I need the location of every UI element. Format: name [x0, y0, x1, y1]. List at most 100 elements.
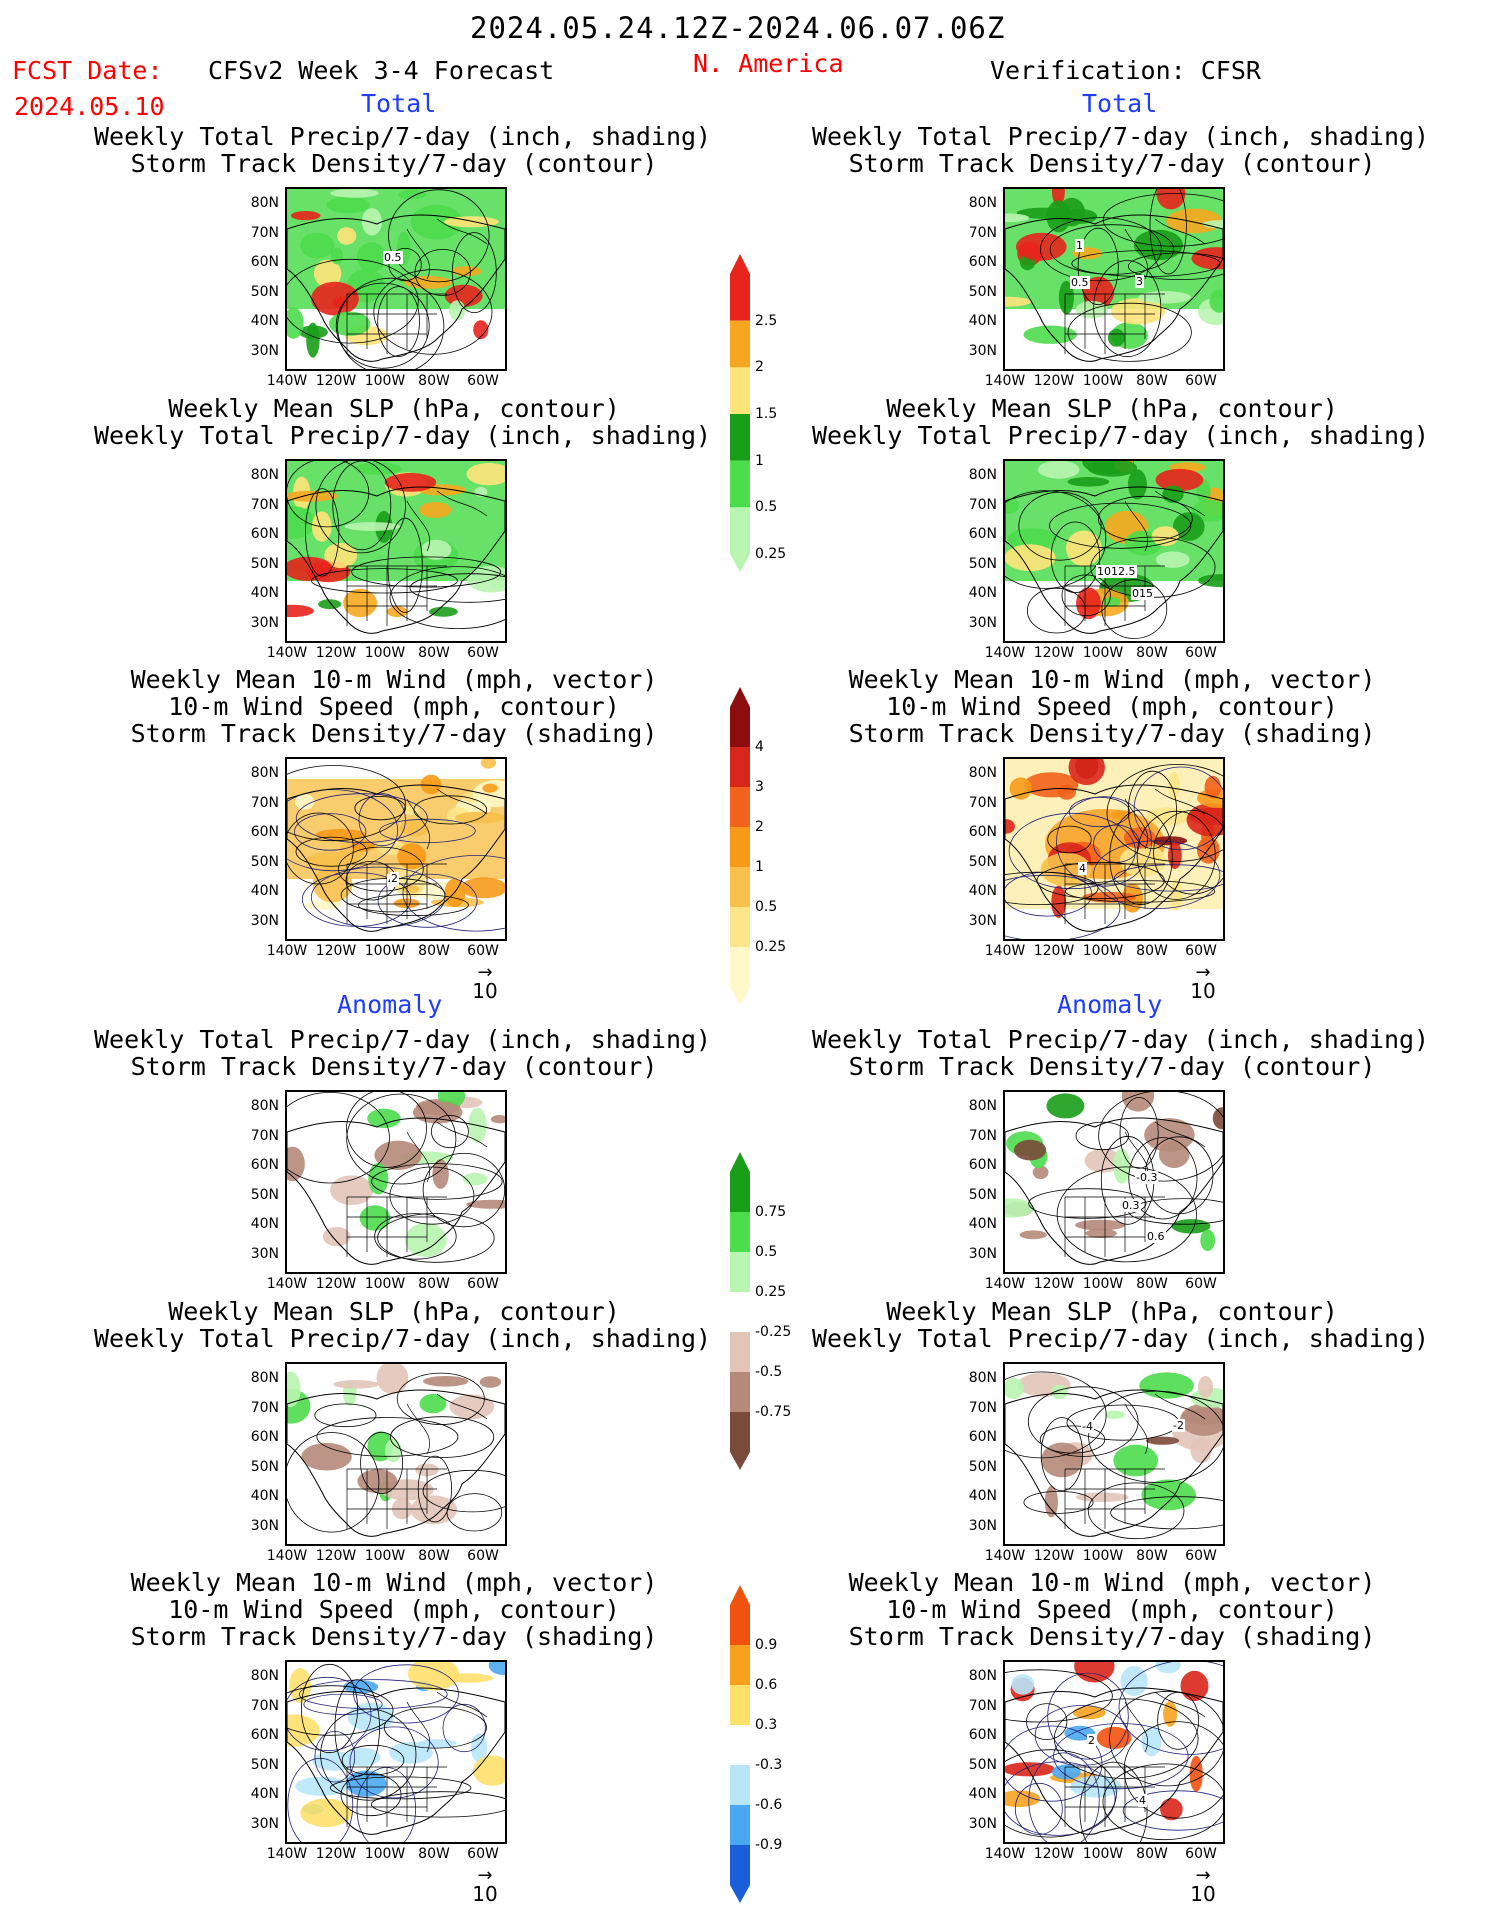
lon-tick-label: 120W	[315, 373, 357, 389]
colorbar-label: 3	[755, 779, 764, 795]
lon-tick-label: 140W	[984, 373, 1026, 389]
colorbar-swatch	[730, 1412, 750, 1452]
lon-tick-label: 120W	[1033, 373, 1075, 389]
fc-anom-slp-title: Weekly Mean SLP (hPa, contour) Weekly Tot…	[94, 1298, 711, 1352]
fc-anom-precip-title-line: Storm Track Density/7-day (contour)	[130, 1052, 658, 1081]
colorbar-swatch	[730, 827, 750, 867]
lon-tick-label: 120W	[1033, 645, 1075, 661]
lat-tick-label: 60N	[968, 254, 997, 270]
lat-tick-label: 60N	[250, 254, 279, 270]
lat-tick-label: 50N	[250, 555, 279, 572]
lon-tick-label: 120W	[315, 1276, 357, 1292]
lon-tick-label: 100W	[364, 1846, 406, 1862]
lon-tick-label: 80W	[1136, 943, 1168, 959]
lon-tick-label: 80W	[418, 645, 450, 661]
colorbar-swatch	[730, 1725, 750, 1765]
lat-tick-label: 80N	[250, 1098, 279, 1114]
contour-label: 3	[1135, 275, 1144, 288]
lon-tick-label: 100W	[364, 373, 406, 389]
vector-reference-value: 10	[472, 1882, 498, 1906]
lat-tick-label: 30N	[250, 912, 279, 929]
fcst-date-label: FCST Date:	[12, 56, 163, 85]
fc-anom-precip-title-line: Weekly Total Precip/7-day (inch, shading…	[94, 1025, 712, 1054]
lat-tick-label: 60N	[968, 1157, 997, 1173]
vector-reference-value: 10	[1190, 1882, 1216, 1906]
contour-label: 015	[1131, 587, 1154, 600]
colorbar-storm_anom	[730, 1585, 750, 1903]
lon-tick-label: 120W	[1033, 1846, 1075, 1862]
lon-tick-label: 140W	[984, 645, 1026, 661]
colorbar-label: 0.25	[755, 939, 787, 955]
lat-tick-label: 30N	[250, 1245, 279, 1262]
colorbar-label: -0.6	[755, 1797, 783, 1813]
fc-total-slp-title-line: Weekly Mean SLP (hPa, contour)	[168, 394, 620, 423]
lat-tick-label: 40N	[968, 1216, 997, 1232]
fc-total-wind-title: Weekly Mean 10-m Wind (mph, vector) 10-m …	[94, 666, 694, 747]
contour-label: -0.3	[1135, 1171, 1159, 1184]
colorbar-label: 1.5	[755, 406, 778, 422]
contour-label: 4	[1078, 862, 1087, 875]
lat-tick-label: 60N	[250, 526, 279, 542]
lat-tick-label: 50N	[968, 1458, 997, 1475]
lat-tick-label: 70N	[968, 794, 997, 811]
model-title: CFSv2 Week 3-4 Forecast	[208, 56, 555, 85]
lon-tick-label: 100W	[364, 645, 406, 661]
lon-tick-label: 100W	[1082, 1846, 1124, 1862]
lat-tick-label: 50N	[968, 1186, 997, 1203]
lat-tick-label: 60N	[968, 1727, 997, 1743]
obs-total-precip-title: Weekly Total Precip/7-day (inch, shading…	[812, 123, 1429, 177]
lat-tick-label: 60N	[250, 824, 279, 840]
obs-anom-slp-title-line: Weekly Total Precip/7-day (inch, shading…	[812, 1324, 1430, 1353]
section-anomaly-left: Anomaly	[337, 990, 443, 1019]
obs-total-slp-title: Weekly Mean SLP (hPa, contour) Weekly Tot…	[812, 395, 1430, 450]
colorbar-label: 1	[755, 859, 764, 875]
fc-anom-wind-title: Weekly Mean 10-m Wind (mph, vector) 10-m …	[94, 1569, 694, 1650]
lat-tick-label: 60N	[250, 1157, 279, 1173]
colorbar-label: 0.9	[755, 1637, 778, 1653]
colorbar-label: 0.25	[755, 1284, 787, 1300]
lon-tick-label: 120W	[315, 1846, 357, 1862]
obs-anom-wind-title-line: 10-m Wind Speed (mph, contour)	[886, 1595, 1338, 1624]
lon-tick-label: 140W	[984, 1276, 1026, 1292]
fc-anom-wind-map	[285, 1660, 507, 1844]
lat-tick-label: 70N	[250, 1399, 279, 1416]
colorbar-precip_anom	[730, 1152, 750, 1470]
lat-tick-label: 40N	[250, 1488, 279, 1504]
fc-total-precip-title-line: Weekly Total Precip/7-day (inch, shading…	[94, 122, 712, 151]
lon-tick-label: 60W	[467, 645, 499, 661]
colorbar-label: -0.25	[755, 1324, 792, 1340]
lon-tick-label: 140W	[266, 1846, 308, 1862]
lon-tick-label: 60W	[467, 1548, 499, 1564]
colorbar-swatch	[730, 274, 750, 321]
fc-anom-wind-title-line: Storm Track Density/7-day (shading)	[130, 1622, 658, 1651]
obs-total-wind-title-line: 10-m Wind Speed (mph, contour)	[886, 692, 1338, 721]
lat-tick-label: 80N	[250, 1370, 279, 1386]
lat-tick-label: 50N	[968, 555, 997, 572]
lat-tick-label: 70N	[250, 1127, 279, 1144]
lon-tick-label: 100W	[1082, 1548, 1124, 1564]
arrow-icon: →	[477, 1865, 493, 1886]
lat-tick-label: 30N	[968, 912, 997, 929]
contour-label: -4	[1081, 1420, 1094, 1433]
lat-tick-label: 80N	[968, 1098, 997, 1114]
colorbar-label: 1	[755, 452, 764, 469]
colorbar-swatch	[730, 1252, 750, 1292]
fc-anom-slp-map	[285, 1362, 507, 1546]
lat-tick-label: 80N	[250, 765, 279, 781]
obs-total-slp-title-line: Weekly Total Precip/7-day (inch, shading…	[812, 421, 1430, 450]
lon-tick-label: 120W	[315, 645, 357, 661]
obs-anom-wind-title: Weekly Mean 10-m Wind (mph, vector) 10-m …	[812, 1569, 1412, 1650]
arrow-icon: →	[1195, 1865, 1211, 1886]
colorbar-label: -0.75	[755, 1404, 792, 1420]
lat-tick-label: 80N	[250, 467, 279, 483]
lat-tick-label: 50N	[250, 1458, 279, 1475]
lat-tick-label: 30N	[250, 1517, 279, 1534]
vector-reference: → 10	[465, 1865, 505, 1907]
fc-total-wind-title-line: Weekly Mean 10-m Wind (mph, vector)	[130, 665, 658, 694]
lat-tick-label: 60N	[250, 1727, 279, 1743]
obs-total-wind-map: 4	[1003, 757, 1225, 941]
obs-anom-precip-title-line: Storm Track Density/7-day (contour)	[848, 1052, 1376, 1081]
colorbar-label: -0.3	[755, 1757, 783, 1773]
lat-tick-label: 80N	[250, 1668, 279, 1684]
lat-tick-label: 60N	[968, 824, 997, 840]
